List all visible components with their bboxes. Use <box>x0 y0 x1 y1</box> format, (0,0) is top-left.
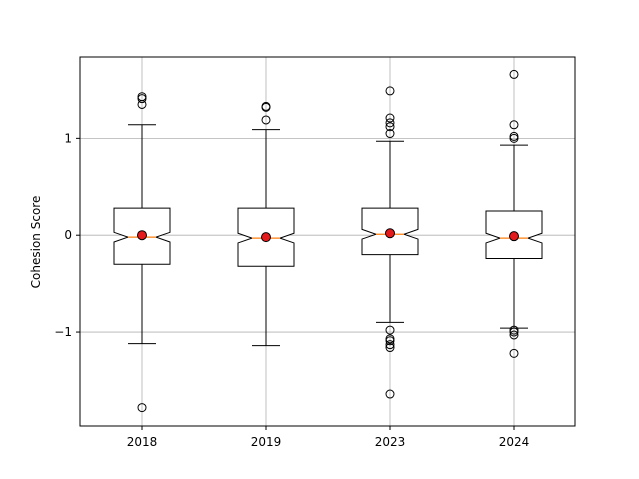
box-2018 <box>113 92 171 413</box>
mean-marker <box>137 230 147 241</box>
y-tick-label: 0 <box>64 228 72 242</box>
outlier-point <box>385 129 395 139</box>
outlier-point <box>261 101 271 111</box>
outlier-point <box>385 113 395 123</box>
outlier-point <box>385 122 395 132</box>
x-axis: 2018 2019 2023 2024 <box>127 426 530 449</box>
y-tick-label: 1 <box>64 131 72 145</box>
box-2024 <box>485 69 543 358</box>
outlier-point <box>385 325 395 335</box>
outlier-point <box>385 340 395 350</box>
boxes <box>113 69 543 413</box>
outlier-point <box>509 330 519 340</box>
mean-marker <box>509 231 519 242</box>
outlier-point <box>509 131 519 141</box>
x-tick-label: 2019 <box>251 435 282 449</box>
outlier-point <box>385 343 395 353</box>
outlier-point <box>509 348 519 358</box>
mean-marker <box>261 232 271 243</box>
box-2023 <box>361 86 419 399</box>
outlier-point <box>509 120 519 130</box>
outlier-point <box>137 403 147 413</box>
outlier-point <box>385 334 395 344</box>
y-axis-label: Cohesion Score <box>29 196 43 289</box>
y-tick-label: −1 <box>54 325 72 339</box>
x-tick-label: 2023 <box>375 435 406 449</box>
outlier-point <box>509 69 519 79</box>
outlier-point <box>261 115 271 125</box>
box-2019 <box>237 101 295 347</box>
plot-frame <box>79 56 576 427</box>
outlier-point <box>509 325 519 335</box>
outlier-point <box>137 92 147 102</box>
y-axis: −1 0 1 <box>54 131 80 339</box>
x-tick-label: 2018 <box>127 435 158 449</box>
outlier-point <box>385 118 395 128</box>
x-tick-label: 2024 <box>499 435 530 449</box>
mean-marker <box>385 228 395 239</box>
outlier-point <box>385 86 395 96</box>
outlier-point <box>385 389 395 399</box>
